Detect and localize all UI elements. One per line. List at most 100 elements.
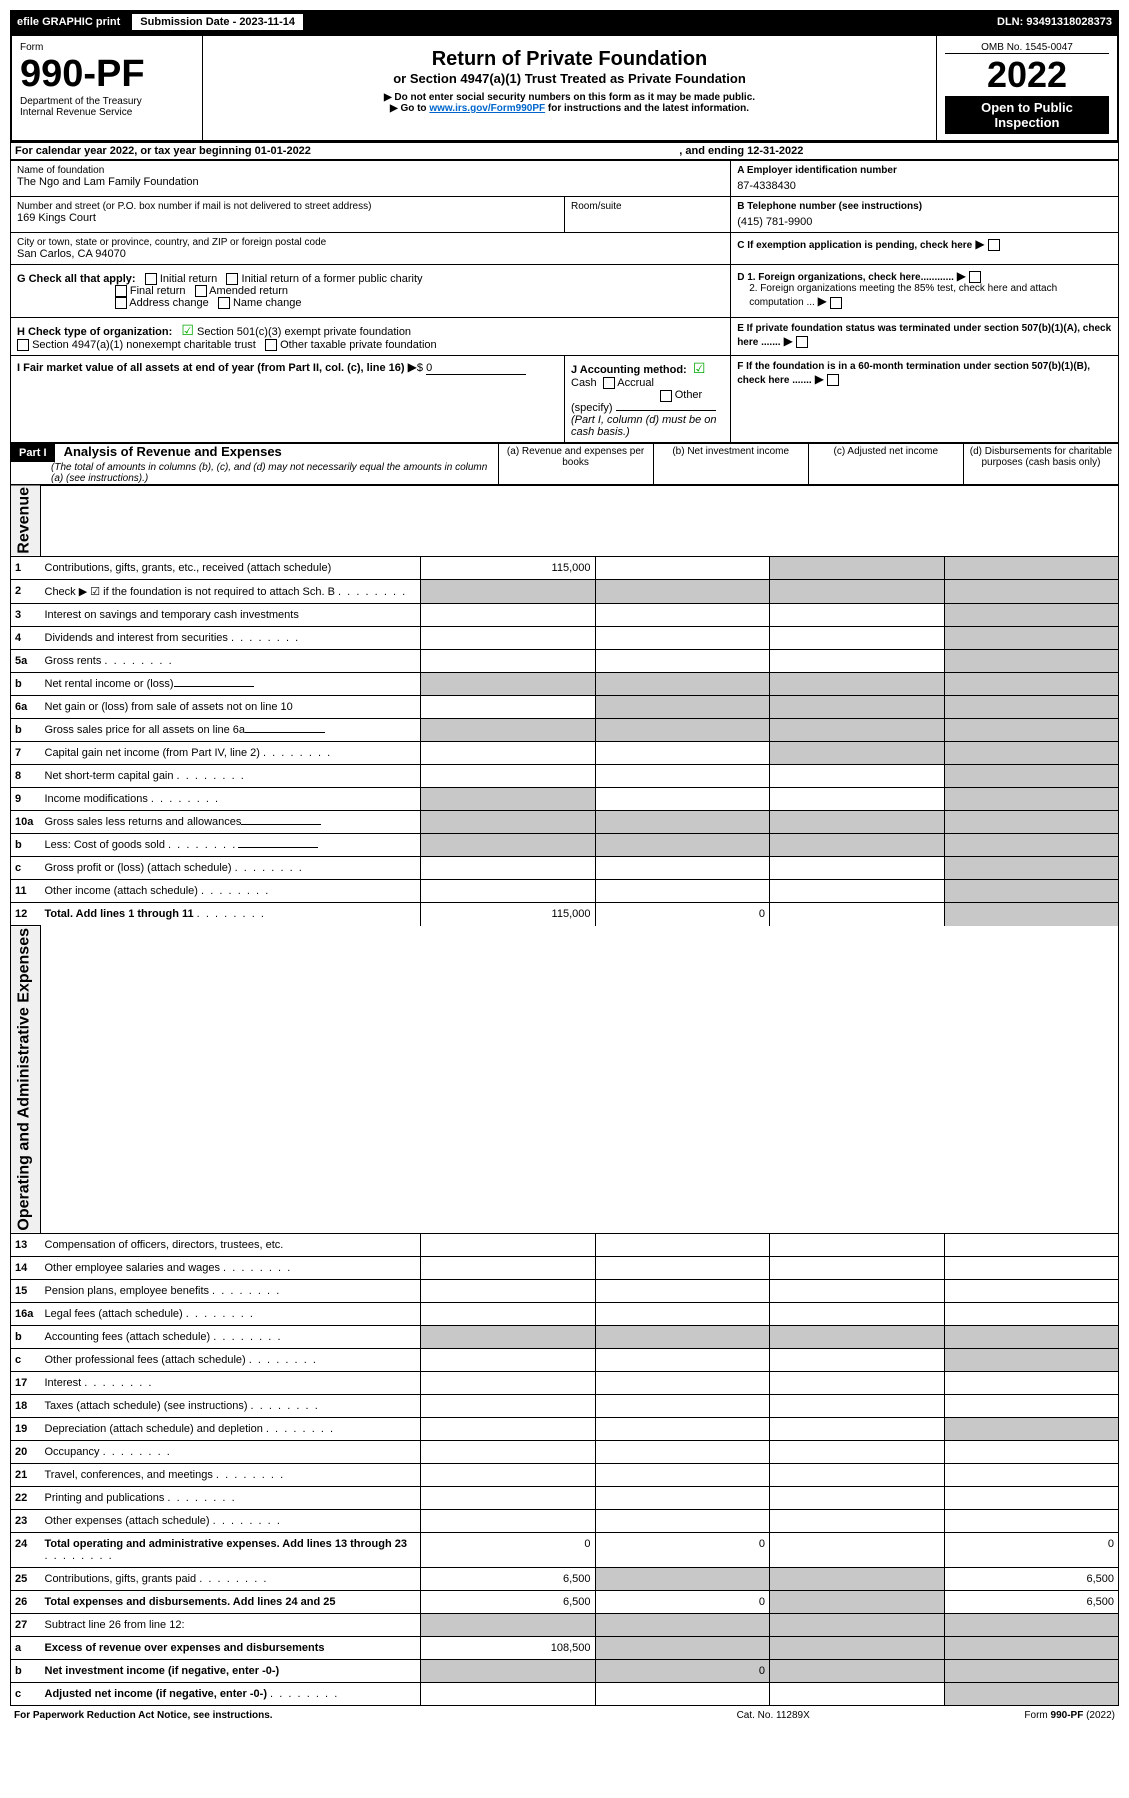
table-row: a Excess of revenue over expenses and di…: [11, 1636, 1119, 1659]
inspection-badge: Open to Public Inspection: [945, 96, 1109, 134]
ein-label: A Employer identification number: [737, 165, 1112, 176]
col-d-val: 6,500: [944, 1567, 1119, 1590]
col-a-val: [421, 719, 596, 742]
col-a-val: [421, 1463, 596, 1486]
checkbox-d2[interactable]: [830, 297, 842, 309]
i-value: 0: [426, 362, 526, 375]
note-goto: ▶ Go to www.irs.gov/Form990PF for instru…: [211, 103, 928, 114]
col-c-val: [770, 1590, 945, 1613]
col-c-val: [770, 834, 945, 857]
col-a-val: [421, 880, 596, 903]
col-d-val: [944, 742, 1119, 765]
checkbox-amended[interactable]: [195, 285, 207, 297]
checkbox-c[interactable]: [988, 239, 1000, 251]
col-a-val: [421, 1233, 596, 1256]
col-d-val: [944, 1440, 1119, 1463]
checkbox-accrual[interactable]: [603, 377, 615, 389]
col-c-val: [770, 1509, 945, 1532]
irs-link[interactable]: www.irs.gov/Form990PF: [429, 103, 545, 114]
table-row: 15 Pension plans, employee benefits . . …: [11, 1279, 1119, 1302]
check-icon: ☑: [181, 322, 194, 338]
col-d-val: 0: [944, 1532, 1119, 1567]
col-b-val: [595, 765, 770, 788]
line-num: 12: [11, 903, 41, 926]
checkbox-e[interactable]: [796, 336, 808, 348]
checkbox-f[interactable]: [827, 374, 839, 386]
col-c-val: [770, 557, 945, 580]
checkbox-h2[interactable]: [17, 339, 29, 351]
line-text: Gross sales price for all assets on line…: [41, 719, 421, 742]
col-d-val: [944, 1659, 1119, 1682]
col-d-val: [944, 1509, 1119, 1532]
col-c-val: [770, 1325, 945, 1348]
expenses-label: Operating and Administrative Expenses: [11, 926, 41, 1234]
table-row: 26 Total expenses and disbursements. Add…: [11, 1590, 1119, 1613]
col-d-val: [944, 880, 1119, 903]
city-value: San Carlos, CA 94070: [17, 248, 724, 260]
col-d-val: [944, 1394, 1119, 1417]
col-a-val: 108,500: [421, 1636, 596, 1659]
line-num: 7: [11, 742, 41, 765]
col-c-val: [770, 903, 945, 926]
line-text: Accounting fees (attach schedule) . . . …: [41, 1325, 421, 1348]
checkbox-initial[interactable]: [145, 273, 157, 285]
checkbox-h3[interactable]: [265, 339, 277, 351]
f-label: F If the foundation is in a 60-month ter…: [737, 361, 1090, 386]
submission-date: Submission Date - 2023-11-14: [132, 14, 303, 30]
col-b-val: [595, 580, 770, 604]
info-block: Name of foundation The Ngo and Lam Famil…: [10, 160, 1119, 443]
table-row: 2 Check ▶ ☑ if the foundation is not req…: [11, 580, 1119, 604]
col-a-val: [421, 673, 596, 696]
checkbox-other[interactable]: [660, 390, 672, 402]
line-num: 21: [11, 1463, 41, 1486]
line-text: Total. Add lines 1 through 11 . . . . . …: [41, 903, 421, 926]
omb-number: OMB No. 1545-0047: [945, 42, 1109, 54]
col-d-val: [944, 1325, 1119, 1348]
col-a-val: [421, 1682, 596, 1705]
col-a-val: [421, 1417, 596, 1440]
checkbox-final[interactable]: [115, 285, 127, 297]
line-text: Check ▶ ☑ if the foundation is not requi…: [41, 580, 421, 604]
table-row: 21 Travel, conferences, and meetings . .…: [11, 1463, 1119, 1486]
col-a-val: [421, 811, 596, 834]
col-a-val: [421, 1325, 596, 1348]
col-b-val: [595, 1325, 770, 1348]
table-row: b Gross sales price for all assets on li…: [11, 719, 1119, 742]
line-text: Excess of revenue over expenses and disb…: [41, 1636, 421, 1659]
part1-table: Revenue 1 Contributions, gifts, grants, …: [10, 485, 1119, 1706]
col-c-val: [770, 604, 945, 627]
table-row: 3 Interest on savings and temporary cash…: [11, 604, 1119, 627]
col-d: (d) Disbursements for charitable purpose…: [963, 443, 1118, 484]
line-text: Travel, conferences, and meetings . . . …: [41, 1463, 421, 1486]
table-row: 27 Subtract line 26 from line 12:: [11, 1613, 1119, 1636]
g-label: G Check all that apply:: [17, 273, 136, 285]
col-b-val: [595, 1486, 770, 1509]
col-d-val: [944, 765, 1119, 788]
line-num: b: [11, 719, 41, 742]
col-c-val: [770, 788, 945, 811]
col-a-val: [421, 604, 596, 627]
table-row: 19 Depreciation (attach schedule) and de…: [11, 1417, 1119, 1440]
col-d-val: [944, 1613, 1119, 1636]
line-num: 13: [11, 1233, 41, 1256]
col-a-val: [421, 1509, 596, 1532]
table-row: 24 Total operating and administrative ex…: [11, 1532, 1119, 1567]
line-num: 4: [11, 627, 41, 650]
table-row: b Accounting fees (attach schedule) . . …: [11, 1325, 1119, 1348]
d1-label: D 1. Foreign organizations, check here..…: [737, 272, 954, 283]
line-text: Income modifications . . . . . . . .: [41, 788, 421, 811]
col-b-val: [595, 1233, 770, 1256]
line-text: Contributions, gifts, grants, etc., rece…: [41, 557, 421, 580]
col-a-val: 0: [421, 1532, 596, 1567]
col-d-val: [944, 1636, 1119, 1659]
col-d-val: [944, 1233, 1119, 1256]
col-a: (a) Revenue and expenses per books: [498, 443, 653, 484]
table-row: 4 Dividends and interest from securities…: [11, 627, 1119, 650]
col-a-val: [421, 1302, 596, 1325]
checkbox-name[interactable]: [218, 297, 230, 309]
room-label: Room/suite: [571, 201, 724, 212]
checkbox-initial-former[interactable]: [226, 273, 238, 285]
line-text: Pension plans, employee benefits . . . .…: [41, 1279, 421, 1302]
checkbox-address[interactable]: [115, 297, 127, 309]
checkbox-d1[interactable]: [969, 271, 981, 283]
